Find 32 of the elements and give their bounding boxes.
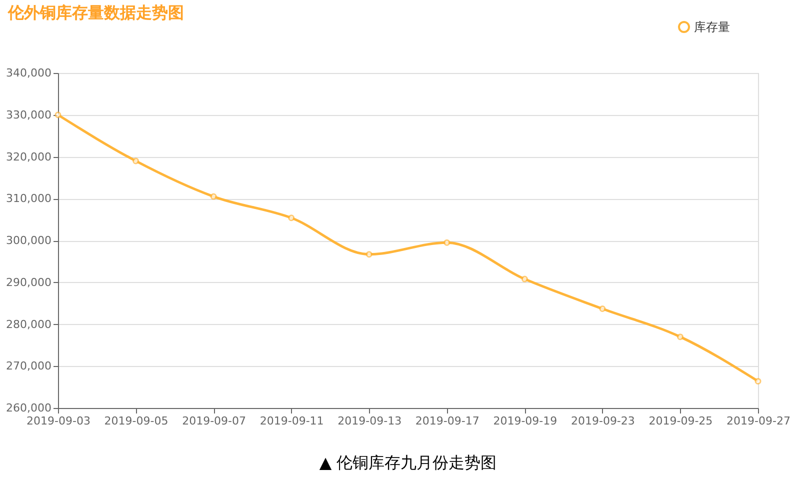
legend-label: 库存量 [694,20,730,34]
point [754,378,762,384]
point [288,214,295,222]
y-tick-label: 300,000 [6,234,52,247]
y-tick-label: 270,000 [6,360,52,373]
chart-title: 伦外铜库存量数据走势图 [7,3,184,22]
x-tick-label: 2019-09-05 [104,414,168,428]
y-tick-label: 260,000 [6,402,52,414]
y-tick-label: 280,000 [6,318,52,331]
point [676,334,684,340]
point [54,112,62,118]
text: ▲ 伦铜库存九月份走势图 [319,453,497,472]
x-tick-label: 2019-09-07 [182,414,246,428]
x-tick-label: 2019-09-23 [570,414,635,428]
x-tick-label: 2019-09-03 [26,414,90,428]
point [366,251,372,258]
x-tick-label: 2019-09-27 [726,414,790,428]
point [599,306,606,312]
y-tick-label: 310,000 [6,192,52,206]
point [521,276,528,282]
y-tick-label: 290,000 [6,276,52,289]
point [132,158,140,164]
y-tick-label: 330,000 [6,108,52,122]
x-tick-label: 2019-09-13 [338,414,402,428]
x-tick-label: 2019-09-25 [648,414,713,428]
point [444,239,450,246]
x-tick-label: 2019-09-19 [493,414,558,428]
point [210,193,217,200]
x-tick-label: 2019-09-17 [415,414,480,428]
x-tick-label: 2019-09-11 [260,414,324,428]
y-tick-label: 340,000 [6,66,52,80]
y-tick-label: 320,000 [6,150,52,164]
